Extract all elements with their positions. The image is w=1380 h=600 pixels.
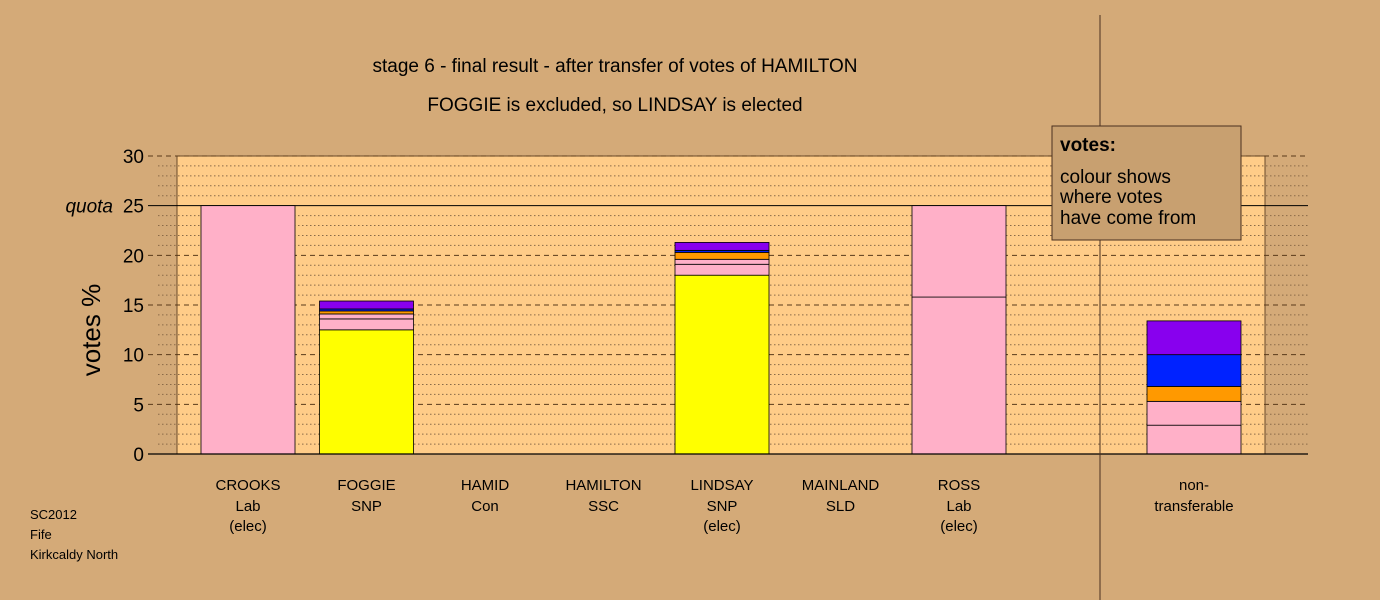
bar-foggie-segment-2 — [319, 318, 414, 331]
bar-foggie-segment-1 — [319, 329, 414, 455]
category-party-hamid: Con — [471, 498, 499, 515]
legend-line-2: where votes — [1059, 187, 1162, 208]
quota-label: quota — [65, 197, 113, 218]
y-tick-label: 10 — [123, 346, 144, 367]
category-name-lindsay: LINDSAY — [690, 477, 753, 494]
chart-subtitle: FOGGIE is excluded, so LINDSAY is electe… — [427, 95, 802, 116]
bar-lindsay-segment-6 — [674, 242, 770, 251]
category-party-ross: Lab — [946, 498, 971, 515]
legend-box — [1051, 125, 1242, 241]
category-status-crooks: (elec) — [229, 518, 267, 535]
bar-lindsay-segment-2 — [674, 263, 770, 276]
category-name-ross: ROSS — [938, 477, 981, 494]
legend-line-3: have come from — [1060, 208, 1196, 229]
category-party-foggie: SNP — [351, 498, 382, 515]
bar-ross-segment-1 — [911, 296, 1007, 455]
bar-foggie-segment-6 — [319, 300, 414, 310]
y-tick-label: 5 — [133, 395, 144, 416]
category-name-crooks: CROOKS — [215, 477, 280, 494]
bar-nontransferable-segment-5 — [1146, 320, 1242, 356]
y-tick-label: 20 — [123, 246, 144, 267]
bar-nontransferable-segment-3 — [1146, 386, 1242, 402]
legend-line-1: colour shows — [1060, 167, 1171, 188]
bar-foggie-segment-4 — [319, 310, 414, 315]
category-name-nontransferable-2: transferable — [1154, 498, 1233, 515]
y-tick-label: 15 — [123, 296, 144, 317]
info-line-2: Fife — [30, 527, 52, 542]
category-party-mainland: SLD — [826, 498, 855, 515]
category-party-crooks: Lab — [235, 498, 260, 515]
y-tick-label: 0 — [133, 445, 144, 466]
chart-title: stage 6 - final result - after transfer … — [372, 56, 857, 77]
y-tick-label: 25 — [123, 197, 144, 218]
bar-nontransferable-segment-2 — [1146, 400, 1242, 426]
info-line-3: Kirkcaldy North — [30, 547, 118, 562]
category-name-nontransferable-1: non- — [1179, 477, 1209, 494]
bar-ross-segment-2 — [911, 205, 1007, 298]
y-axis-label: votes % — [76, 284, 106, 377]
legend-heading: votes: — [1060, 135, 1116, 156]
category-party-hamilton: SSC — [588, 498, 619, 515]
category-status-ross: (elec) — [940, 518, 978, 535]
category-status-lindsay: (elec) — [703, 518, 741, 535]
bar-nontransferable-segment-4 — [1146, 354, 1242, 387]
axes-layer — [148, 15, 1308, 600]
info-line-1: SC2012 — [30, 507, 77, 522]
y-tick-label: 30 — [123, 147, 144, 168]
labels-layer: CROOKS Lab (elec) FOGGIE SNP HAMID Con HAMILTON… — [65, 147, 1233, 535]
category-party-lindsay: SNP — [707, 498, 738, 515]
bar-lindsay-segment-1 — [674, 274, 770, 455]
category-name-foggie: FOGGIE — [337, 477, 395, 494]
bar-crooks-segment-1 — [200, 205, 296, 455]
bar-lindsay-segment-3 — [674, 258, 770, 265]
bar-lindsay-segment-4 — [674, 251, 770, 260]
bar-foggie-segment-3 — [319, 313, 414, 320]
category-name-hamid: HAMID — [461, 477, 510, 494]
bar-nontransferable-segment-1 — [1146, 424, 1242, 455]
category-name-hamilton: HAMILTON — [565, 477, 641, 494]
category-name-mainland: MAINLAND — [802, 477, 880, 494]
bars-layer — [200, 205, 1242, 455]
